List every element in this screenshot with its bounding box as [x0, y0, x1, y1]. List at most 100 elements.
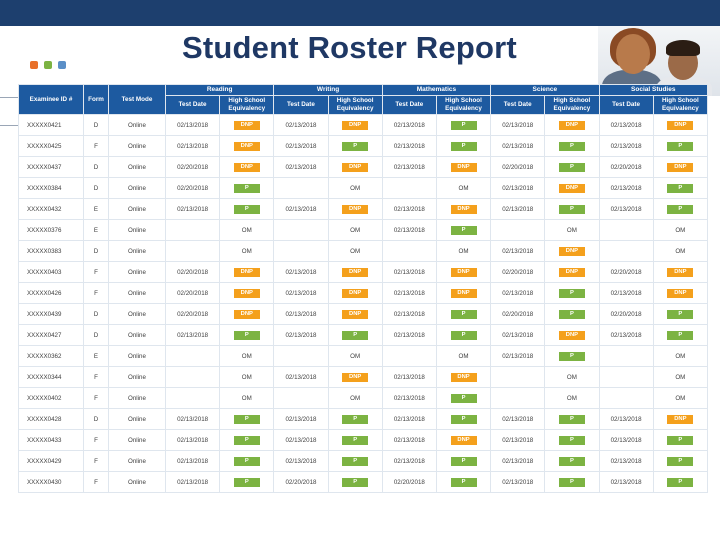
dnp-badge: DNP — [342, 204, 369, 214]
test-date-cell: 02/13/2018 — [274, 304, 328, 324]
test-date-cell: 02/13/2018 — [382, 199, 436, 219]
test-date-cell: 02/13/2018 — [382, 325, 436, 345]
examinee-id-cell: XXXXX0429 — [19, 451, 83, 471]
test-date-cell: 02/13/2018 — [599, 451, 653, 471]
pass-badge: P — [558, 309, 585, 319]
result-text: OM — [566, 226, 577, 234]
pass-badge: P — [450, 456, 477, 466]
pass-badge: P — [558, 288, 585, 298]
dnp-badge: DNP — [667, 162, 694, 172]
dnp-badge: DNP — [342, 267, 369, 277]
test-date-cell: 02/13/2018 — [274, 367, 328, 387]
test-date-cell: 02/13/2018 — [491, 409, 545, 429]
pass-badge: P — [233, 183, 260, 193]
result-cell: DNP — [328, 367, 382, 387]
result-cell: DNP — [328, 262, 382, 282]
result-cell: DNP — [653, 157, 707, 177]
result-text: OM — [241, 226, 252, 234]
result-cell: DNP — [436, 430, 491, 450]
decorative-dots — [30, 56, 72, 74]
test-date-cell — [382, 241, 436, 261]
result-cell: P — [220, 430, 274, 450]
result-cell: OM — [545, 388, 599, 408]
result-text: OM — [458, 352, 469, 360]
header-social-hse: High School Equivalency — [653, 96, 707, 114]
test-mode-cell: Online — [109, 136, 165, 156]
result-cell: OM — [653, 241, 707, 261]
header-social-studies: Social Studies — [599, 85, 707, 95]
pass-badge: P — [233, 435, 260, 445]
test-mode-cell: Online — [109, 346, 165, 366]
pass-badge: P — [450, 414, 477, 424]
test-date-cell: 02/20/2018 — [166, 178, 220, 198]
examinee-id-cell: XXXXX0433 — [19, 430, 83, 450]
test-date-cell: 02/13/2018 — [166, 430, 220, 450]
form-cell: F — [84, 430, 108, 450]
header-examinee-id: Examinee ID # — [19, 85, 83, 114]
pass-badge: P — [450, 120, 477, 130]
test-date-cell: 02/13/2018 — [491, 283, 545, 303]
result-cell: P — [545, 304, 599, 324]
form-cell: D — [84, 409, 108, 429]
test-date-cell: 02/13/2018 — [599, 199, 653, 219]
table-row: XXXXX0430 F Online 02/13/2018 P 02/20/2018 P 02… — [19, 472, 707, 492]
orange-dot-icon — [30, 61, 38, 69]
test-date-cell — [491, 388, 545, 408]
form-cell: F — [84, 283, 108, 303]
result-cell: OM — [328, 178, 382, 198]
test-date-cell: 02/13/2018 — [166, 472, 220, 492]
result-cell: P — [328, 430, 382, 450]
test-date-cell: 02/13/2018 — [382, 367, 436, 387]
table-row: XXXXX0402 F Online OM OM 02/13/2018 P OM OM — [19, 388, 707, 408]
result-cell: P — [220, 178, 274, 198]
result-cell: P — [545, 346, 599, 366]
test-date-cell: 02/13/2018 — [382, 157, 436, 177]
result-cell: P — [436, 388, 491, 408]
test-mode-cell: Online — [109, 472, 165, 492]
result-cell: OM — [436, 178, 491, 198]
pass-badge: P — [558, 204, 585, 214]
form-cell: D — [84, 178, 108, 198]
result-cell: DNP — [545, 241, 599, 261]
test-date-cell — [599, 367, 653, 387]
table-row: XXXXX0384 D Online 02/20/2018 P OM OM 02/13/201… — [19, 178, 707, 198]
pass-badge: P — [233, 477, 260, 487]
pass-badge: P — [558, 351, 585, 361]
pass-badge: P — [342, 456, 369, 466]
roster-table-container: Examinee ID # Form Test Mode Reading Wri… — [18, 84, 708, 493]
pass-badge: P — [450, 309, 477, 319]
dnp-badge: DNP — [558, 120, 585, 130]
pass-badge: P — [450, 141, 477, 151]
test-date-cell: 02/13/2018 — [599, 409, 653, 429]
dnp-badge: DNP — [342, 120, 369, 130]
result-cell: P — [545, 409, 599, 429]
table-row: XXXXX0437 D Online 02/20/2018 DNP 02/13/2018 D… — [19, 157, 707, 177]
test-mode-cell: Online — [109, 241, 165, 261]
test-date-cell: 02/13/2018 — [599, 136, 653, 156]
pass-badge: P — [233, 456, 260, 466]
result-cell: OM — [436, 346, 491, 366]
test-date-cell: 02/13/2018 — [166, 199, 220, 219]
test-date-cell — [274, 220, 328, 240]
test-mode-cell: Online — [109, 220, 165, 240]
result-cell: P — [328, 409, 382, 429]
test-date-cell: 02/13/2018 — [491, 199, 545, 219]
result-cell: OM — [220, 346, 274, 366]
dnp-badge: DNP — [450, 267, 477, 277]
top-banner — [0, 0, 720, 26]
header-writing-test-date: Test Date — [274, 96, 328, 114]
test-mode-cell: Online — [109, 451, 165, 471]
result-cell: P — [545, 157, 599, 177]
result-cell: P — [220, 409, 274, 429]
examinee-id-cell: XXXXX0383 — [19, 241, 83, 261]
result-cell: DNP — [220, 304, 274, 324]
test-date-cell: 02/13/2018 — [491, 451, 545, 471]
form-cell: D — [84, 157, 108, 177]
test-date-cell: 02/13/2018 — [599, 115, 653, 135]
test-date-cell: 02/13/2018 — [599, 430, 653, 450]
header-science-hse: High School Equivalency — [545, 96, 599, 114]
result-cell: P — [545, 451, 599, 471]
result-cell: OM — [653, 346, 707, 366]
test-mode-cell: Online — [109, 262, 165, 282]
result-cell: DNP — [220, 136, 274, 156]
